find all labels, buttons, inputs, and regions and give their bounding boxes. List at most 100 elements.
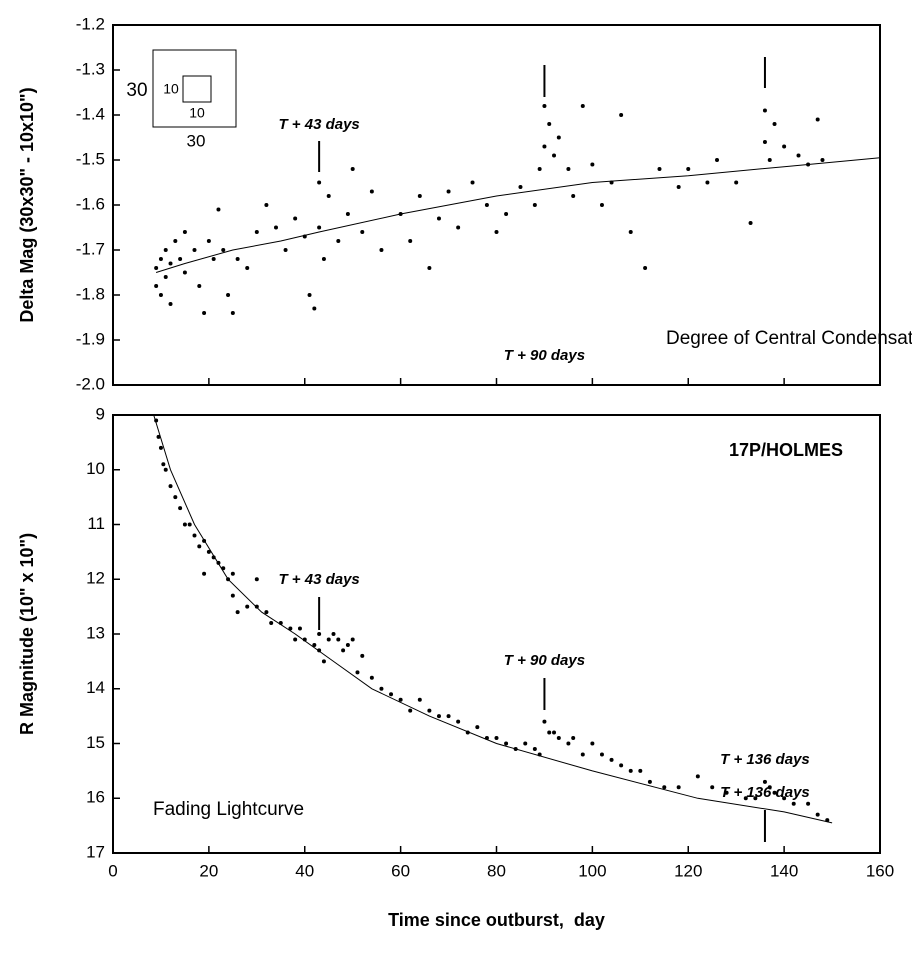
data-point: [484, 203, 489, 207]
y-tick-label: 13: [86, 623, 105, 642]
x-tick-label: 120: [674, 861, 702, 880]
data-point: [202, 311, 207, 315]
data-point: [197, 544, 202, 549]
data-point: [254, 604, 259, 609]
data-point: [154, 266, 159, 270]
data-point: [321, 257, 326, 261]
data-point: [350, 167, 355, 171]
data-point: [321, 659, 326, 664]
data-point: [456, 225, 461, 230]
data-point: [168, 484, 173, 489]
data-point: [355, 670, 360, 675]
data-point: [206, 239, 211, 243]
data-point: [154, 284, 159, 288]
data-point: [796, 153, 801, 158]
x-tick-label: 100: [578, 861, 606, 880]
data-point: [753, 796, 758, 801]
data-point: [820, 158, 825, 162]
x-axis-label: Time since outburst, day: [388, 910, 605, 930]
data-point: [676, 785, 681, 790]
inset-label: 10: [163, 81, 179, 97]
y-tick-label: -1.4: [76, 104, 105, 123]
data-point: [293, 216, 298, 221]
y-tick-label: 15: [86, 733, 105, 752]
data-point: [307, 293, 312, 297]
data-point: [163, 275, 168, 279]
data-point: [580, 752, 585, 757]
y-tick-label: -1.5: [76, 149, 105, 168]
data-point: [556, 135, 561, 140]
data-point: [182, 522, 187, 527]
data-point: [628, 768, 633, 773]
panel-note: Fading Lightcurve: [153, 799, 304, 820]
data-point: [619, 113, 624, 117]
data-point: [647, 779, 652, 784]
data-point: [571, 736, 576, 741]
y-tick-label: -1.7: [76, 239, 105, 258]
data-point: [379, 686, 384, 691]
data-point: [724, 790, 729, 795]
inset-outer: [152, 49, 237, 128]
x-tick-label: 0: [108, 861, 117, 880]
data-point: [628, 230, 633, 234]
data-point: [767, 158, 772, 162]
y-tick-label: -1.9: [76, 329, 105, 348]
data-point: [643, 266, 648, 270]
x-tick-label: 40: [295, 861, 314, 880]
data-point: [676, 185, 681, 189]
y-tick-label: -1.6: [76, 194, 105, 213]
data-point: [360, 653, 365, 658]
data-point: [542, 144, 547, 149]
data-point: [715, 158, 720, 162]
annotation: T + 136 days: [720, 784, 810, 801]
data-point: [417, 697, 422, 702]
data-point: [230, 593, 235, 598]
data-point: [269, 621, 274, 626]
data-point: [782, 796, 787, 801]
data-point: [705, 180, 710, 185]
data-point: [782, 144, 787, 149]
y-tick-label: -2.0: [76, 374, 105, 393]
data-point: [312, 642, 317, 647]
data-point: [609, 757, 614, 762]
data-point: [542, 104, 547, 108]
data-point: [168, 261, 173, 266]
inset-diagram: 30 10 10 30: [126, 49, 237, 150]
data-point: [235, 257, 240, 261]
y-tick-label: 16: [86, 788, 105, 807]
data-point: [317, 632, 322, 636]
fit-line: [153, 414, 833, 824]
x-tick-label: 20: [199, 861, 218, 880]
y-axis-label: R Magnitude (10" x 10"): [17, 533, 37, 735]
data-point: [312, 306, 317, 311]
x-tick-label: 60: [391, 861, 410, 880]
data-point: [398, 697, 403, 702]
data-point: [341, 648, 346, 653]
data-point: [158, 293, 163, 297]
data-point: [446, 714, 451, 719]
data-point: [317, 180, 322, 185]
data-point: [163, 248, 168, 252]
data-point: [619, 763, 624, 768]
data-point: [552, 153, 557, 158]
inset-label: 30: [187, 131, 206, 150]
data-point: [599, 752, 604, 757]
data-point: [427, 266, 432, 270]
data-point: [518, 185, 523, 189]
y-tick-label: 11: [87, 514, 105, 533]
data-point: [815, 117, 820, 122]
data-point: [192, 248, 197, 252]
data-point: [494, 736, 499, 741]
data-point: [456, 719, 461, 724]
data-point: [173, 239, 178, 243]
data-point: [470, 180, 475, 185]
data-point: [762, 779, 767, 784]
x-tick-label: 80: [487, 861, 506, 880]
data-point: [417, 194, 422, 198]
data-point: [297, 626, 302, 631]
data-point: [158, 257, 163, 261]
data-point: [326, 194, 331, 198]
data-point: [202, 571, 207, 576]
data-point: [475, 725, 480, 730]
